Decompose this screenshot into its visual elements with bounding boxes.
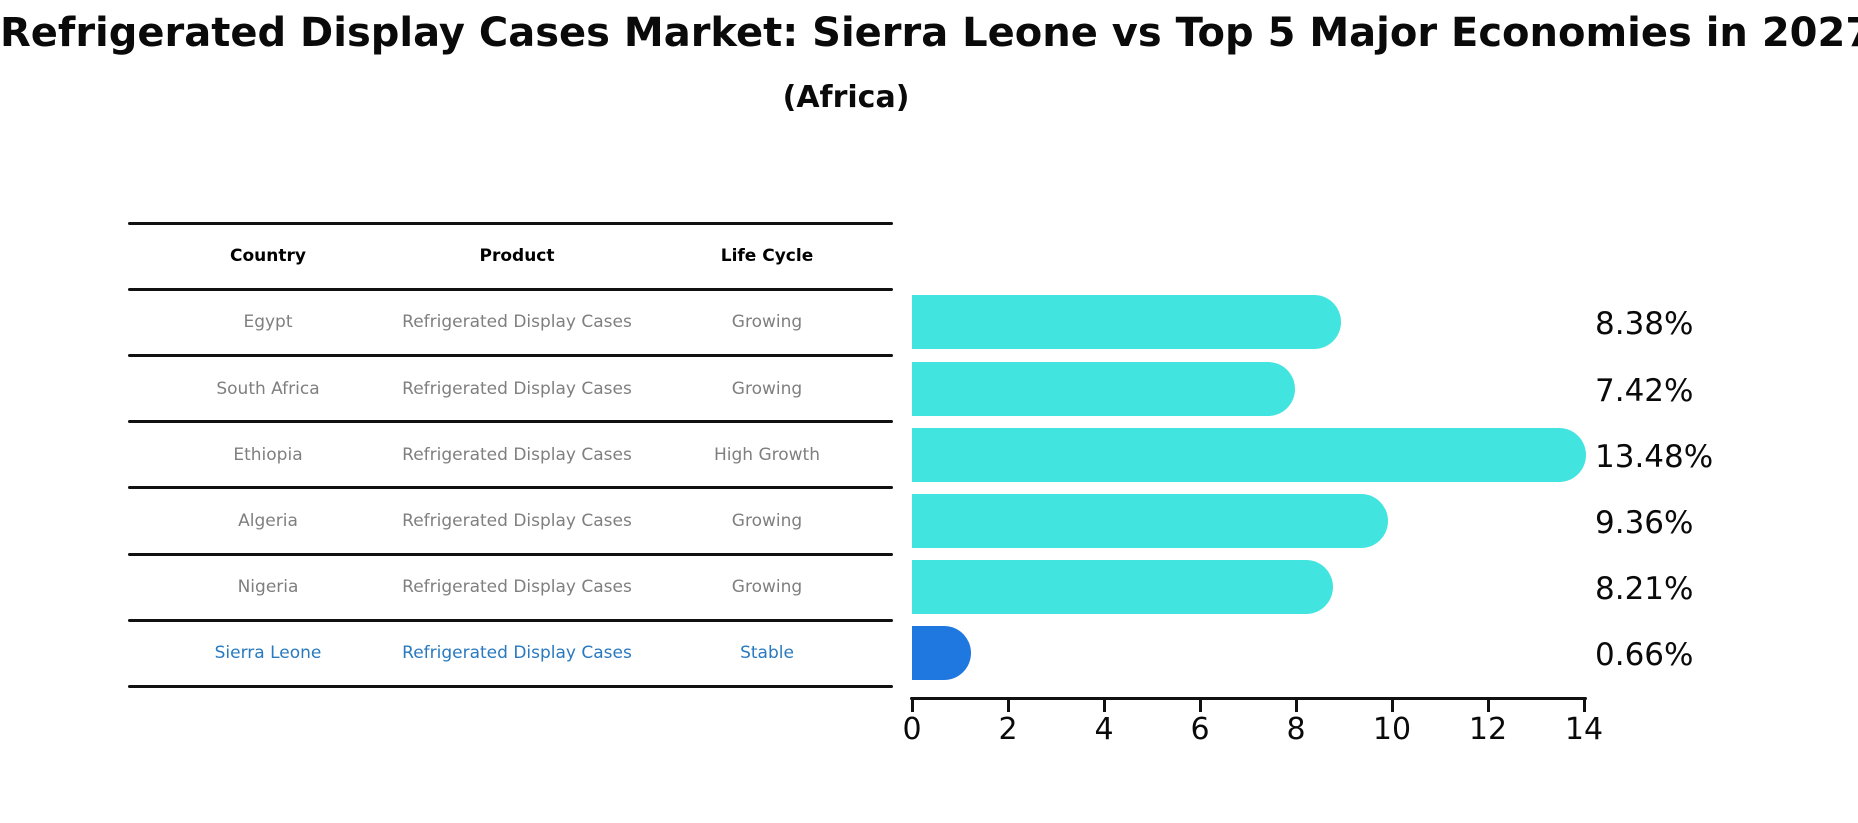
chart-subtitle: (Africa)	[782, 80, 910, 115]
table-header-product: Product	[479, 246, 555, 266]
bar-value-label: 8.21%	[1595, 571, 1694, 608]
bar	[912, 295, 1342, 350]
table-cell-life_cycle: Growing	[731, 577, 803, 598]
x-tick-label: 12	[1468, 712, 1508, 747]
chart-title: Refrigerated Display Cases Market: Sierr…	[0, 10, 1858, 56]
table-line	[128, 420, 893, 424]
x-tick-label: 2	[998, 712, 1018, 747]
table-cell-life_cycle: Growing	[731, 378, 803, 399]
bar	[912, 493, 1389, 548]
table-cell-life_cycle: High Growth	[713, 444, 821, 465]
x-tick-mark	[1294, 697, 1298, 712]
table-line	[128, 684, 893, 688]
table-cell-product: Refrigerated Display Cases	[402, 312, 632, 333]
x-tick-label: 4	[1094, 712, 1114, 747]
table-cell-country: South Africa	[216, 378, 320, 399]
x-tick-label: 14	[1564, 712, 1604, 747]
x-tick-label: 6	[1190, 712, 1210, 747]
table-cell-country: Sierra Leone	[214, 643, 322, 664]
x-tick-mark	[1102, 697, 1106, 712]
table-line	[128, 353, 893, 357]
table-cell-product: Refrigerated Display Cases	[402, 378, 632, 399]
bar-highlight	[912, 626, 971, 681]
x-tick-label: 8	[1286, 712, 1306, 747]
x-axis-line	[910, 697, 1587, 700]
table-line	[128, 618, 893, 622]
bar	[912, 560, 1334, 615]
table-cell-life_cycle: Growing	[731, 510, 803, 531]
bar-value-label: 0.66%	[1595, 637, 1694, 674]
table-cell-life_cycle: Growing	[731, 312, 803, 333]
table-cell-country: Ethiopia	[233, 444, 303, 465]
x-tick-mark	[1390, 697, 1394, 712]
table-header-country: Country	[230, 246, 306, 266]
table-cell-product: Refrigerated Display Cases	[402, 643, 632, 664]
x-tick-mark	[1198, 697, 1202, 712]
bar	[912, 427, 1587, 482]
table-header-life-cycle: Life Cycle	[720, 246, 814, 266]
bar-value-label: 8.38%	[1595, 306, 1694, 343]
table-cell-life_cycle: Stable	[740, 643, 794, 664]
table-cell-country: Algeria	[238, 510, 298, 531]
x-tick-label: 0	[902, 712, 922, 747]
table-line	[128, 287, 893, 291]
bar-value-label: 9.36%	[1595, 504, 1694, 541]
table-cell-product: Refrigerated Display Cases	[402, 444, 632, 465]
bar-value-label: 13.48%	[1595, 438, 1714, 475]
x-tick-mark	[1486, 697, 1490, 712]
x-tick-mark	[1582, 697, 1586, 712]
table-line	[128, 486, 893, 490]
table-line	[128, 552, 893, 556]
table-cell-country: Egypt	[243, 312, 293, 333]
x-tick-mark	[1006, 697, 1010, 712]
table-cell-product: Refrigerated Display Cases	[402, 577, 632, 598]
x-tick-mark	[910, 697, 914, 712]
table-cell-country: Nigeria	[237, 577, 299, 598]
bar-value-label: 7.42%	[1595, 372, 1694, 409]
table-cell-product: Refrigerated Display Cases	[402, 510, 632, 531]
bar	[912, 361, 1296, 416]
table-line	[128, 221, 893, 225]
x-tick-label: 10	[1372, 712, 1412, 747]
